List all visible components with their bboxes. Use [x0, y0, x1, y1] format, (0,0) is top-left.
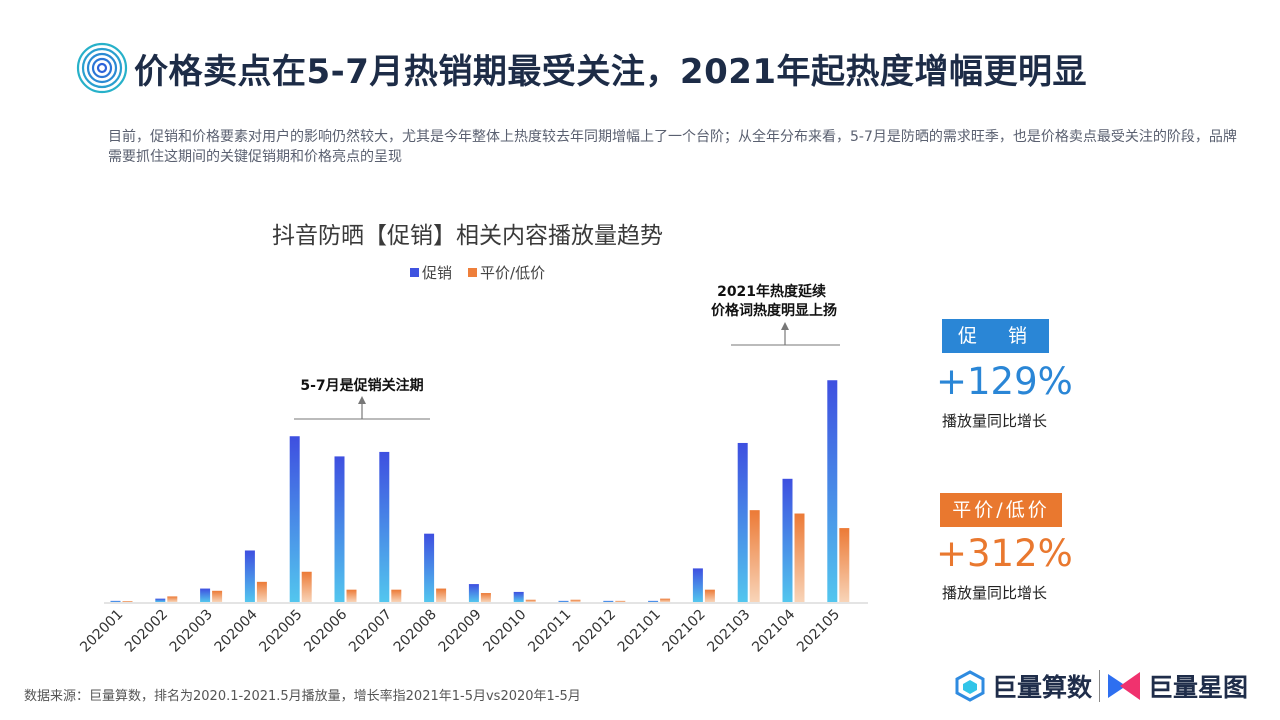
bar-lowprice-202001 — [122, 601, 133, 602]
bar-lowprice-202103 — [749, 510, 760, 602]
chart-legend: 促销 平价/低价 — [410, 262, 545, 283]
x-tick-label-202102: 202102 — [660, 607, 709, 656]
x-tick-label-202004: 202004 — [212, 606, 261, 655]
chart-bars — [110, 380, 850, 602]
bar-lowprice-202006 — [346, 589, 357, 602]
legend-item-lowprice: 平价/低价 — [468, 262, 545, 283]
brand1-text: 巨量算数 — [992, 673, 1093, 702]
x-tick-label-202010: 202010 — [480, 607, 529, 656]
legend-item-promo: 促销 — [410, 262, 452, 283]
x-tick-label-202104: 202104 — [749, 606, 798, 655]
bar-promo-202007 — [379, 451, 390, 602]
bar-promo-202104 — [782, 478, 793, 602]
annotation-promo-period: 5-7月是促销关注期 — [294, 377, 430, 420]
bar-lowprice-202009 — [480, 593, 491, 602]
annotation-promo-period-text: 5-7月是促销关注期 — [300, 377, 423, 394]
x-tick-label-202009: 202009 — [436, 607, 485, 656]
bar-lowprice-202104 — [794, 513, 805, 602]
bar-promo-202009 — [468, 584, 479, 602]
x-tick-label-202101: 202101 — [615, 607, 664, 656]
annotation-2021-trend: 2021年热度延续 价格词热度明显上扬 — [711, 283, 840, 346]
kpi-promo-sub: 播放量同比增长 — [942, 412, 1048, 430]
x-tick-label-202105: 202105 — [794, 607, 843, 656]
annotation-2021-trend-arrowhead — [781, 322, 789, 330]
bar-lowprice-202105 — [839, 528, 850, 602]
bar-promo-202004 — [244, 550, 255, 602]
bar-lowprice-202102 — [704, 589, 715, 602]
brand2-text: 巨量星图 — [1148, 673, 1249, 702]
bar-lowprice-202005 — [301, 571, 312, 602]
bar-lowprice-202010 — [525, 599, 536, 602]
x-tick-label-202005: 202005 — [256, 607, 305, 656]
data-source-note: 数据来源：巨量算数，排名为2020.1-2021.5月播放量，增长率指2021年… — [24, 689, 581, 704]
x-tick-label-202003: 202003 — [167, 607, 216, 656]
bar-lowprice-202004 — [256, 581, 267, 602]
bar-promo-202010 — [513, 591, 524, 602]
bar-promo-202005 — [289, 436, 300, 602]
kpi-promo-label: 促 销 — [942, 319, 1049, 353]
kpi-lowprice-sub: 播放量同比增长 — [942, 584, 1048, 602]
intro-text: 目前，促销和价格要素对用户的影响仍然较大，尤其是今年整体上热度较去年同期增幅上了… — [108, 129, 1237, 165]
bar-lowprice-202007 — [391, 589, 402, 602]
bar-lowprice-202002 — [167, 596, 178, 602]
juliang-xingtu-logo-icon — [1108, 672, 1140, 700]
brand-juliang-suanshu: 巨量算数 — [954, 668, 1092, 704]
page-title: 价格卖点在5-7月热销期最受关注，2021年起热度增幅更明显 — [134, 52, 1088, 92]
bar-promo-202002 — [155, 598, 166, 602]
juliang-suanshu-logo-icon — [955, 670, 985, 702]
bar-promo-202103 — [737, 442, 748, 602]
bar-promo-202102 — [692, 568, 703, 602]
legend-swatch-promo — [410, 268, 419, 277]
brand-divider — [1099, 670, 1100, 702]
brand-juliang-xingtu: 巨量星图 — [1106, 668, 1248, 704]
legend-label-lowprice: 平价/低价 — [480, 264, 546, 282]
kpi-lowprice-label: 平价/低价 — [940, 493, 1062, 527]
x-tick-label-202011: 202011 — [525, 607, 574, 656]
bar-promo-202008 — [424, 533, 435, 602]
annotation-promo-period-arrowhead — [358, 396, 366, 404]
x-tick-label-202012: 202012 — [570, 607, 619, 656]
bar-promo-202011 — [558, 600, 569, 602]
chart-title: 抖音防晒【促销】相关内容播放量趋势 — [272, 223, 663, 249]
x-tick-label-202001: 202001 — [77, 607, 126, 656]
bar-promo-202006 — [334, 456, 345, 602]
bar-lowprice-202003 — [212, 590, 223, 602]
spiral-logo-icon — [76, 42, 128, 94]
kpi-promo-value: +129% — [936, 360, 1073, 403]
bar-promo-202001 — [110, 600, 121, 602]
bar-promo-202012 — [603, 600, 614, 602]
bar-lowprice-202012 — [615, 600, 626, 602]
x-tick-labels: 2020012020022020032020042020052020062020… — [77, 606, 843, 655]
x-tick-label-202006: 202006 — [301, 606, 350, 655]
x-tick-label-202007: 202007 — [346, 607, 395, 656]
legend-swatch-lowprice — [468, 268, 478, 277]
bar-lowprice-202011 — [570, 599, 581, 602]
x-tick-label-202008: 202008 — [391, 607, 440, 656]
bar-promo-202101 — [648, 600, 659, 602]
bar-lowprice-202101 — [660, 598, 671, 602]
bar-promo-202003 — [200, 588, 211, 602]
annotation-2021-trend-text: 2021年热度延续 价格词热度明显上扬 — [711, 283, 837, 319]
x-tick-label-202002: 202002 — [122, 607, 171, 656]
bar-lowprice-202008 — [436, 588, 447, 602]
legend-label-promo: 促销 — [422, 264, 453, 282]
x-tick-label-202103: 202103 — [704, 607, 753, 656]
kpi-lowprice-value: +312% — [936, 532, 1073, 575]
bar-promo-202105 — [827, 380, 838, 602]
